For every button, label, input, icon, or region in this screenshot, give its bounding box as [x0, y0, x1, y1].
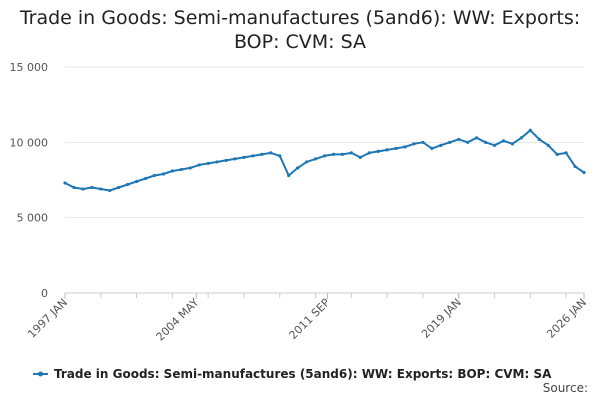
data-point — [582, 170, 586, 175]
data-point — [466, 140, 470, 144]
data-point — [81, 187, 85, 191]
legend-label: Trade in Goods: Semi-manufactures (5and6… — [54, 367, 552, 381]
x-tick-label: 2026 JAN — [544, 296, 589, 341]
chart-title: Trade in Goods: Semi-manufactures (5and6… — [19, 7, 581, 53]
data-point — [170, 169, 174, 173]
data-point — [215, 160, 219, 164]
data-point — [242, 155, 246, 159]
data-point — [394, 146, 398, 150]
data-point — [134, 179, 139, 184]
data-point — [340, 152, 344, 156]
data-point — [349, 151, 353, 155]
data-point — [501, 139, 506, 143]
data-point — [269, 151, 273, 155]
data-point — [161, 172, 166, 176]
data-point — [492, 143, 497, 147]
data-point — [179, 167, 183, 172]
data-point — [152, 173, 157, 178]
data-point — [278, 154, 282, 158]
x-axis: 1997 JAN 2004 MAY 2011 SEP 2019 JAN 2026 JAN — [25, 292, 589, 344]
data-point — [376, 149, 380, 153]
data-point — [439, 143, 443, 147]
y-tick-label: 10 000 — [10, 136, 49, 149]
data-point — [206, 161, 210, 166]
data-point — [99, 187, 103, 191]
data-point — [224, 158, 228, 163]
data-point — [260, 152, 264, 156]
data-point — [385, 148, 389, 152]
data-point — [63, 181, 67, 185]
data-point — [367, 151, 371, 155]
data-point — [322, 154, 327, 158]
series-layer — [63, 128, 586, 193]
x-tick-label: 2019 JAN — [419, 296, 464, 341]
y-tick-label: 15 000 — [10, 61, 49, 74]
data-point — [188, 166, 192, 170]
data-point — [108, 188, 112, 193]
data-point — [117, 185, 121, 190]
data-point — [537, 137, 541, 141]
data-point — [126, 182, 130, 187]
data-point — [519, 136, 523, 140]
source-label: Source: — [542, 381, 588, 395]
data-point — [412, 142, 416, 146]
data-point — [313, 157, 318, 161]
legend-swatch-marker — [38, 371, 43, 377]
y-tick-label: 5 000 — [17, 212, 49, 225]
data-point — [510, 142, 515, 146]
x-tick-label: 2004 MAY — [154, 296, 202, 344]
data-point — [143, 176, 148, 181]
data-point — [90, 185, 94, 190]
data-point — [72, 185, 76, 190]
data-point — [448, 140, 452, 144]
data-point — [305, 160, 309, 164]
y-axis-ticks: 0 5 000 10 000 15 000 — [10, 61, 49, 300]
series-line — [64, 129, 585, 192]
data-point — [564, 151, 568, 155]
x-tick-label: 2011 SEP — [287, 296, 333, 342]
data-point — [430, 146, 434, 150]
data-point — [546, 143, 550, 147]
data-point — [358, 155, 362, 159]
data-point — [528, 128, 532, 132]
data-point — [573, 164, 577, 169]
data-point — [483, 140, 488, 144]
x-tick-label: 1997 JAN — [25, 296, 70, 341]
data-point — [197, 163, 201, 167]
data-point — [403, 145, 407, 149]
data-point — [287, 173, 291, 178]
legend: Trade in Goods: Semi-manufactures (5and6… — [33, 367, 552, 381]
data-point — [555, 152, 559, 156]
data-point — [421, 140, 425, 144]
data-point — [475, 136, 479, 140]
data-point — [233, 157, 237, 161]
data-point — [296, 166, 300, 170]
data-point — [457, 137, 461, 141]
y-tick-label: 0 — [41, 287, 48, 300]
data-point — [331, 152, 336, 156]
data-point — [251, 154, 255, 158]
